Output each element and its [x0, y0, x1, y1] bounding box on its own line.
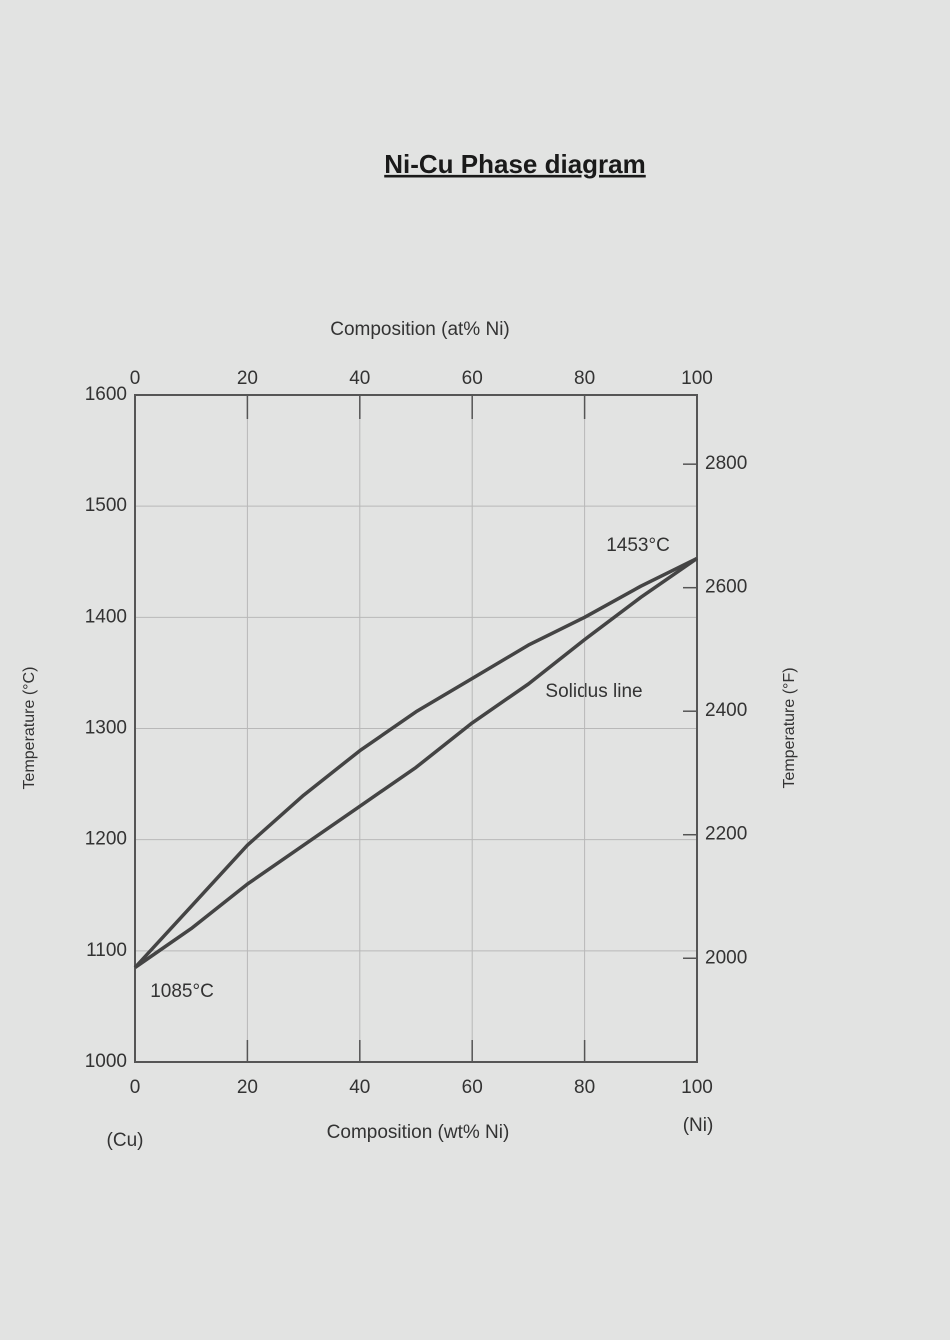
y-tick-label: 1500 — [85, 495, 127, 516]
y-tick-label: 1400 — [85, 606, 127, 627]
x-tick-label: 40 — [349, 1077, 370, 1098]
x-tick-label: 20 — [237, 1077, 258, 1098]
phase-line — [133, 556, 698, 969]
y2-tick-label: 2800 — [705, 453, 747, 474]
y-tick-label: 1200 — [85, 829, 127, 850]
x2-tick-label: 20 — [237, 368, 258, 389]
plot-frame — [134, 394, 698, 1063]
x-tick-label: 60 — [462, 1077, 483, 1098]
annotation: 1085°C — [150, 981, 214, 1002]
y-tick-label: 1100 — [86, 940, 127, 961]
x-tick-label: 0 — [130, 1077, 141, 1098]
x-end-label: (Ni) — [683, 1115, 714, 1136]
y-tick-label: 1600 — [85, 384, 127, 405]
phase-line — [134, 556, 698, 969]
y2-tick-label: 2600 — [705, 577, 747, 598]
y2-tick-label: 2000 — [705, 947, 747, 968]
x2-tick-label: 40 — [349, 368, 370, 389]
x-tick-label: 100 — [681, 1077, 713, 1098]
y2-tick-label: 2400 — [705, 700, 747, 721]
y2-tick-label: 2200 — [705, 824, 747, 845]
chart-title: Ni-Cu Phase diagram — [384, 149, 646, 179]
x2-tick-label: 60 — [462, 368, 483, 389]
x2-tick-label: 80 — [574, 368, 595, 389]
annotation: 1453°C — [606, 535, 670, 556]
x2-tick-label: 100 — [681, 368, 713, 389]
y-axis-label: Temperature (°C) — [21, 667, 38, 790]
x-axis-label: Composition (wt% Ni) — [327, 1122, 510, 1143]
annotation: Solidus line — [545, 681, 642, 702]
x-tick-label: 80 — [574, 1077, 595, 1098]
x-end-label: (Cu) — [107, 1130, 144, 1151]
x2-axis-label: Composition (at% Ni) — [330, 319, 510, 340]
x2-tick-label: 0 — [130, 368, 141, 389]
y2-axis-label: Temperature (°F) — [781, 667, 798, 788]
y-tick-label: 1000 — [85, 1051, 127, 1072]
y-tick-label: 1300 — [85, 718, 127, 739]
